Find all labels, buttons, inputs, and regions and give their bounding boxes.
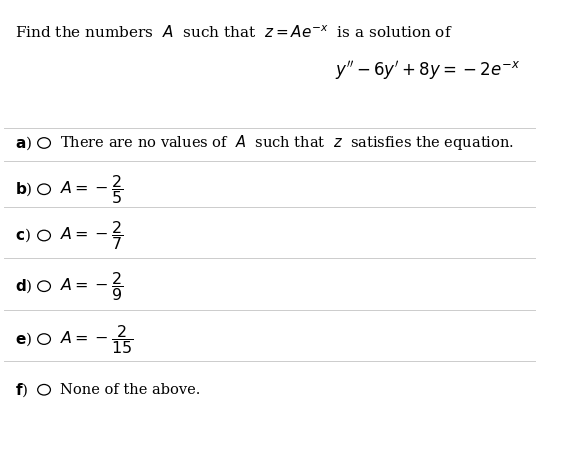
Text: $\bf{e}$): $\bf{e}$)	[15, 330, 32, 348]
Text: $\bf{f}$): $\bf{f}$)	[15, 381, 28, 399]
Text: $A = -\dfrac{2}{7}$: $A = -\dfrac{2}{7}$	[60, 219, 123, 252]
Text: $\bf{c}$): $\bf{c}$)	[15, 227, 31, 244]
Text: None of the above.: None of the above.	[60, 383, 200, 397]
Text: Find the numbers  $A$  such that  $z = Ae^{-x}$  is a solution of: Find the numbers $A$ such that $z = Ae^{…	[15, 24, 453, 40]
Text: $A = -\dfrac{2}{9}$: $A = -\dfrac{2}{9}$	[60, 270, 123, 303]
Text: $A = -\dfrac{2}{5}$: $A = -\dfrac{2}{5}$	[60, 173, 123, 206]
Text: $\bf{b}$): $\bf{b}$)	[15, 180, 32, 198]
Text: $y'' - 6y' + 8y = -2e^{-x}$: $y'' - 6y' + 8y = -2e^{-x}$	[335, 59, 520, 82]
Text: $\bf{a}$): $\bf{a}$)	[15, 134, 32, 152]
Text: $\bf{d}$): $\bf{d}$)	[15, 277, 32, 295]
Text: There are no values of  $A$  such that  $z$  satisfies the equation.: There are no values of $A$ such that $z$…	[60, 133, 514, 153]
Text: $A = -\dfrac{2}{15}$: $A = -\dfrac{2}{15}$	[60, 322, 133, 356]
